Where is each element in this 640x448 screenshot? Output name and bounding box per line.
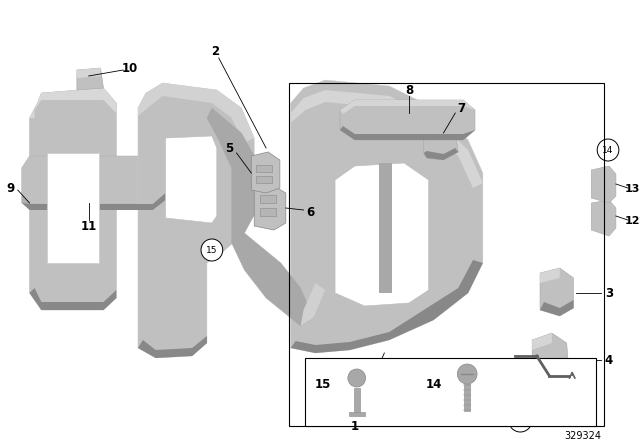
Polygon shape [254, 186, 286, 230]
Text: 15: 15 [206, 246, 218, 254]
Text: 15: 15 [515, 415, 526, 425]
Circle shape [348, 369, 365, 387]
Polygon shape [260, 208, 276, 216]
Bar [305, 358, 596, 426]
Circle shape [597, 139, 619, 161]
Polygon shape [540, 300, 573, 316]
Polygon shape [138, 83, 254, 143]
Text: 6: 6 [307, 206, 314, 219]
Polygon shape [47, 153, 99, 263]
Text: 14: 14 [426, 378, 442, 391]
Text: 2: 2 [211, 44, 219, 57]
Text: 14: 14 [602, 146, 614, 155]
Text: 1: 1 [351, 419, 359, 432]
Polygon shape [29, 88, 116, 118]
Text: 10: 10 [122, 61, 138, 74]
Text: 329324: 329324 [564, 431, 601, 441]
Text: 5: 5 [225, 142, 234, 155]
Polygon shape [591, 166, 616, 203]
Polygon shape [340, 126, 475, 140]
Polygon shape [340, 100, 475, 140]
Polygon shape [464, 384, 470, 411]
Text: 9: 9 [6, 181, 15, 194]
Polygon shape [256, 176, 272, 183]
Polygon shape [532, 333, 570, 388]
Polygon shape [291, 260, 483, 353]
Polygon shape [252, 152, 280, 193]
Circle shape [201, 239, 223, 261]
Polygon shape [540, 268, 560, 283]
Polygon shape [77, 68, 100, 78]
Polygon shape [340, 100, 475, 114]
Text: 3: 3 [605, 287, 613, 300]
Text: 11: 11 [81, 220, 97, 233]
Polygon shape [22, 156, 166, 204]
Polygon shape [591, 200, 616, 236]
Polygon shape [380, 163, 392, 293]
Polygon shape [301, 283, 325, 326]
Polygon shape [77, 68, 104, 90]
Circle shape [509, 408, 532, 432]
Polygon shape [335, 163, 429, 306]
Polygon shape [532, 333, 552, 350]
Polygon shape [22, 196, 29, 204]
Text: 12: 12 [625, 216, 640, 226]
Text: 7: 7 [457, 102, 465, 115]
Polygon shape [291, 90, 483, 188]
Polygon shape [256, 165, 272, 172]
Polygon shape [138, 83, 254, 358]
Polygon shape [260, 195, 276, 203]
Polygon shape [207, 108, 314, 326]
Polygon shape [532, 370, 570, 388]
Polygon shape [349, 412, 365, 416]
Text: 4: 4 [605, 353, 613, 366]
Polygon shape [291, 80, 483, 353]
Polygon shape [22, 193, 166, 210]
Polygon shape [138, 336, 207, 358]
Bar [289, 83, 604, 426]
Polygon shape [424, 148, 458, 160]
Circle shape [458, 364, 477, 384]
Polygon shape [166, 136, 217, 223]
Polygon shape [29, 288, 116, 310]
Polygon shape [540, 268, 573, 316]
Polygon shape [424, 126, 458, 160]
Text: 15: 15 [315, 378, 332, 391]
Polygon shape [29, 88, 116, 310]
Text: 8: 8 [405, 83, 413, 96]
Text: 13: 13 [625, 184, 640, 194]
Polygon shape [354, 388, 360, 412]
